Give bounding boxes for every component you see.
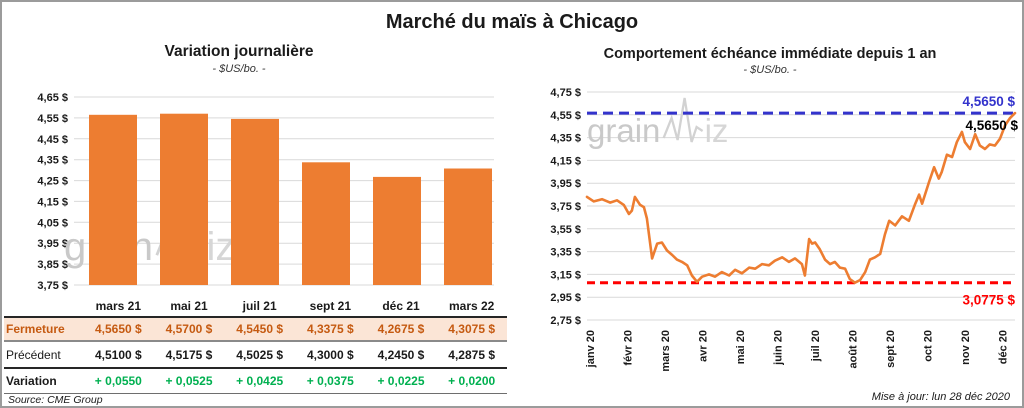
- svg-text:3,95 $: 3,95 $: [550, 178, 581, 190]
- svg-text:3,85 $: 3,85 $: [37, 259, 68, 271]
- bar-y-axis-labels: 4,65 $ 4,55 $ 4,45 $ 4,35 $ 4,25 $ 4,15 $ 4,05…: [37, 92, 68, 292]
- table-cell: + 0,0525: [165, 374, 213, 388]
- daily-variation-bar-chart: 4,65 $ 4,55 $ 4,45 $ 4,35 $ 4,25 $ 4,15 $ 4,05…: [37, 92, 494, 292]
- table-col-header: déc 21: [382, 299, 420, 313]
- table-col-header: sept 21: [309, 299, 351, 313]
- table-row-prev: Précédent 4,5100 $ 4,5175 $ 4,5025 $ 4,3000 …: [4, 342, 507, 369]
- table-col-header: juil 21: [242, 299, 277, 313]
- svg-text:3,15 $: 3,15 $: [550, 269, 581, 281]
- bar-chart-title: Variation journalière: [164, 43, 314, 60]
- svg-text:4,75 $: 4,75 $: [550, 87, 581, 99]
- svg-text:grain: grain: [587, 112, 660, 149]
- table-cell: 4,5450 $: [236, 322, 284, 336]
- svg-text:2,95 $: 2,95 $: [550, 292, 581, 304]
- table-cell: + 0,0425: [236, 374, 284, 388]
- svg-text:mai 20: mai 20: [735, 330, 747, 364]
- svg-text:août 20: août 20: [848, 330, 860, 369]
- svg-text:4,45 $: 4,45 $: [37, 134, 68, 146]
- svg-text:sept 20: sept 20: [885, 330, 897, 368]
- svg-text:4,25 $: 4,25 $: [37, 176, 68, 188]
- table-col-header: mars 22: [448, 299, 495, 313]
- svg-text:iz: iz: [705, 112, 729, 149]
- svg-text:janv 20: janv 20: [585, 330, 597, 368]
- svg-text:4,05 $: 4,05 $: [37, 217, 68, 229]
- svg-text:mars 20: mars 20: [660, 330, 672, 372]
- year-high-value-label: 4,5650 $: [962, 94, 1015, 109]
- table-col-header: mars 21: [95, 299, 142, 313]
- table-row-var: Variation + 0,0550 + 0,0525 + 0,0425 + 0,037…: [4, 369, 507, 394]
- svg-text:3,75 $: 3,75 $: [550, 201, 581, 213]
- svg-text:nov 20: nov 20: [960, 330, 972, 365]
- svg-text:févr 20: févr 20: [623, 330, 635, 365]
- last-updated-note: Mise à jour: lun 28 déc 2020: [871, 391, 1010, 403]
- line-chart-title: Comportement échéance immédiate depuis 1…: [603, 46, 937, 62]
- table-cell: + 0,0375: [306, 374, 354, 388]
- bar-mars 21: [89, 114, 137, 285]
- source-note: Source: CME Group: [8, 394, 103, 406]
- line-chart-subtitle: - $US/bo. -: [743, 64, 797, 76]
- table-cell: 4,5650 $: [94, 322, 142, 336]
- svg-text:4,35 $: 4,35 $: [550, 133, 581, 145]
- svg-text:iz: iz: [207, 225, 236, 269]
- svg-text:2,75 $: 2,75 $: [550, 315, 581, 327]
- svg-text:3,95 $: 3,95 $: [37, 238, 68, 250]
- table-cell: 4,5175 $: [165, 347, 213, 362]
- line-y-axis-labels: 4,75 $ 4,55 $ 4,35 $ 4,15 $ 3,95 $ 3,75 $ 3,55…: [550, 87, 581, 327]
- svg-text:4,15 $: 4,15 $: [550, 155, 581, 167]
- bar-déc 21: [373, 176, 421, 285]
- table-cell: 4,2875 $: [448, 347, 496, 362]
- svg-text:4,55 $: 4,55 $: [550, 110, 581, 122]
- grainwiz-watermark: grain iz: [587, 97, 729, 149]
- table-cell: + 0,0550: [94, 374, 142, 388]
- table-cell: 4,2450 $: [377, 347, 425, 362]
- line-x-axis-labels: janv 20 févr 20 mars 20 avr 20 mai 20 juin 20…: [585, 330, 1010, 372]
- price-line: [585, 111, 1017, 284]
- bar-mars 22: [444, 168, 492, 285]
- table-col-header: mai 21: [170, 299, 208, 313]
- line-gridlines: [587, 91, 1015, 321]
- table-cell: 4,3375 $: [306, 322, 354, 336]
- svg-text:3,75 $: 3,75 $: [37, 280, 68, 292]
- table-cell: + 0,0225: [377, 374, 425, 388]
- watermark-spike-icon: [662, 97, 704, 143]
- svg-text:juil 20: juil 20: [810, 330, 822, 362]
- svg-text:4,15 $: 4,15 $: [37, 196, 68, 208]
- svg-text:juin 20: juin 20: [773, 330, 785, 366]
- table-row-label: Précédent: [6, 347, 61, 362]
- svg-text:4,55 $: 4,55 $: [37, 113, 68, 125]
- table-cell: 4,5700 $: [165, 322, 213, 336]
- table-cell: 4,5025 $: [236, 347, 284, 362]
- last-value-label: 4,5650 $: [965, 118, 1018, 133]
- table-cell: 4,2675 $: [377, 322, 425, 336]
- bar-gridlines: [74, 96, 494, 286]
- year-low-value-label: 3,0775 $: [962, 293, 1015, 308]
- svg-text:déc 20: déc 20: [998, 330, 1010, 364]
- table-cell: 4,5100 $: [94, 347, 142, 362]
- bar-mai 21: [160, 113, 208, 285]
- svg-text:4,35 $: 4,35 $: [37, 155, 68, 167]
- bar-series: [89, 113, 492, 286]
- table-header-row: mars 21 mai 21 juil 21 sept 21 déc 21 mars 22: [4, 296, 507, 318]
- table-row-label: Fermeture: [6, 322, 65, 336]
- table-cell: + 0,0200: [448, 374, 496, 388]
- table-cell: 4,3075 $: [448, 322, 496, 336]
- table-row-close: Fermeture 4,5650 $ 4,5700 $ 4,5450 $ 4,3375 …: [4, 318, 507, 342]
- table-row-label: Variation: [6, 374, 57, 388]
- svg-text:3,35 $: 3,35 $: [550, 247, 581, 259]
- bar-juil 21: [231, 118, 279, 286]
- table-cell: 4,3000 $: [306, 347, 354, 362]
- price-table: mars 21 mai 21 juil 21 sept 21 déc 21 mars 22…: [4, 296, 507, 394]
- svg-text:4,65 $: 4,65 $: [37, 92, 68, 104]
- svg-text:oct 20: oct 20: [923, 330, 935, 362]
- bar-chart-subtitle: - $US/bo. -: [212, 63, 266, 75]
- svg-text:avr 20: avr 20: [698, 330, 710, 362]
- svg-text:3,55 $: 3,55 $: [550, 224, 581, 236]
- bar-sept 21: [302, 162, 350, 285]
- one-year-price-line-chart: 4,75 $ 4,55 $ 4,35 $ 4,15 $ 3,95 $ 3,75 $ 3,55…: [550, 87, 1018, 372]
- page-title: Marché du maïs à Chicago: [385, 11, 639, 33]
